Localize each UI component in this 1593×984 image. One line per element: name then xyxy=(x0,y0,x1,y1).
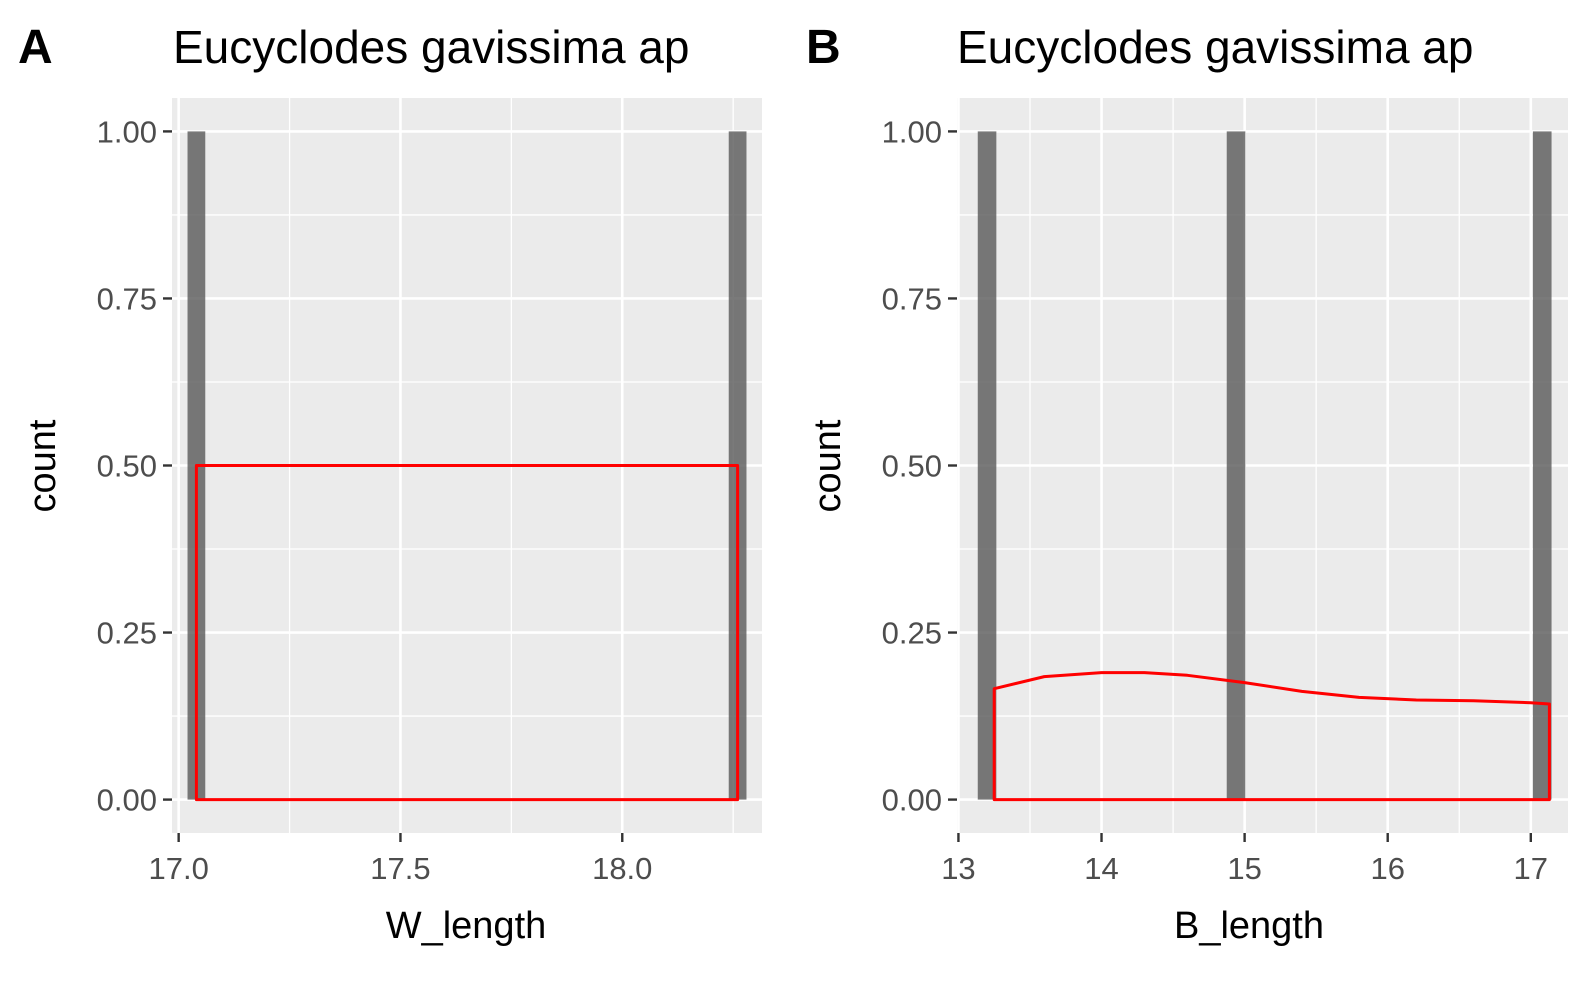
y-tick-label: 0.50 xyxy=(97,449,157,484)
y-axis: 0.00 0.25 0.50 0.75 1.00 xyxy=(97,114,172,818)
panel-tag: B xyxy=(806,21,841,74)
x-axis-title: B_length xyxy=(1174,905,1324,947)
y-tick-label: 1.00 xyxy=(882,114,942,149)
x-tick-label: 13 xyxy=(941,851,975,886)
density-line xyxy=(992,671,1551,802)
x-tick-label: 15 xyxy=(1227,851,1261,886)
x-tick-label: 16 xyxy=(1370,851,1404,886)
histogram-bar xyxy=(977,131,997,800)
x-tick-label: 17 xyxy=(1514,851,1548,886)
panel-b: B Eucyclodes gavissima ap 0.000.250.500.… xyxy=(806,21,1568,947)
y-tick-label: 0.75 xyxy=(882,281,942,316)
y-tick-label: 0.25 xyxy=(97,616,157,651)
histogram-bar xyxy=(1532,131,1552,800)
density-line xyxy=(194,464,740,802)
density-curve xyxy=(992,671,1551,802)
x-axis: 13 14 15 16 17 xyxy=(941,833,1548,886)
y-tick-label: 0.00 xyxy=(882,783,942,818)
panel-title: Eucyclodes gavissima ap xyxy=(957,21,1473,73)
panel-a: A Eucyclodes gavissima ap 0.000.250.500.… xyxy=(18,21,762,947)
y-axis-title: count xyxy=(807,419,849,512)
panel-tag: A xyxy=(18,21,53,74)
x-axis: 17.0 17.5 18.0 xyxy=(148,833,652,886)
histogram-bar xyxy=(1226,131,1246,800)
y-tick-label: 0.25 xyxy=(882,616,942,651)
density-curve xyxy=(194,464,740,802)
x-tick-label: 18.0 xyxy=(592,851,652,886)
y-tick-label: 0.00 xyxy=(97,783,157,818)
y-axis: 0.00 0.25 0.50 0.75 1.00 xyxy=(882,114,957,818)
x-tick-label: 14 xyxy=(1084,851,1118,886)
y-tick-label: 0.50 xyxy=(882,449,942,484)
y-tick-label: 1.00 xyxy=(97,114,157,149)
x-axis-title: W_length xyxy=(386,905,547,947)
y-tick-label: 0.75 xyxy=(97,281,157,316)
x-tick-label: 17.0 xyxy=(148,851,208,886)
histogram-bars xyxy=(977,131,1552,800)
grid-lines xyxy=(957,98,1568,833)
panel-title: Eucyclodes gavissima ap xyxy=(173,21,689,73)
x-tick-label: 17.5 xyxy=(370,851,430,886)
y-axis-title: count xyxy=(22,419,64,512)
